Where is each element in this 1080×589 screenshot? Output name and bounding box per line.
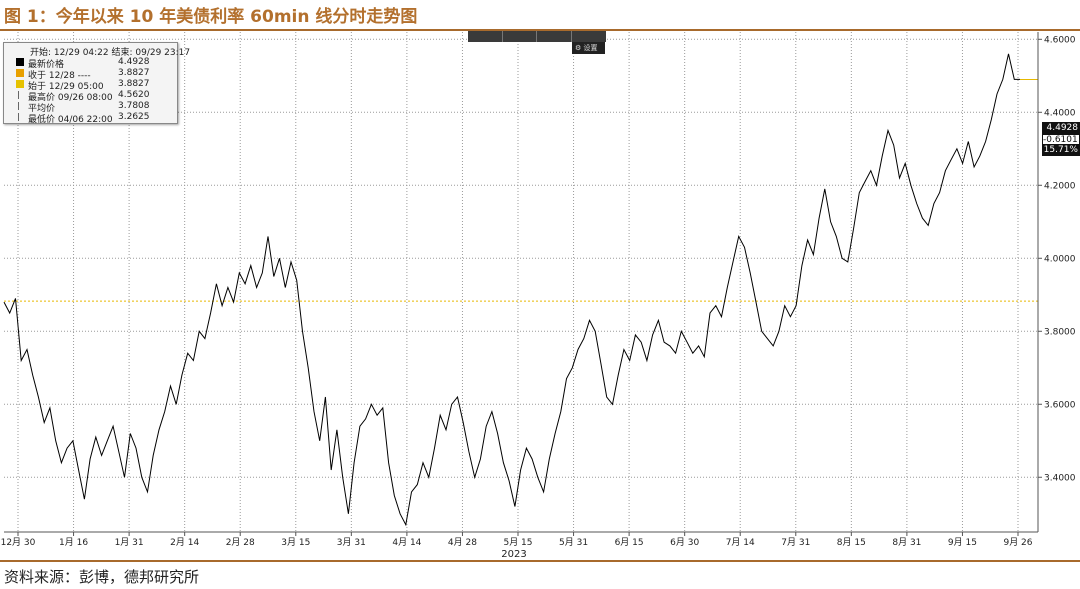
x-tick-label: 4月 28 (448, 537, 477, 548)
legend-label: 收于 12/28 ---- (28, 71, 91, 81)
toolbar-divider (536, 31, 537, 42)
legend-value: 3.7808 (118, 101, 150, 111)
y-tick-label: 3.6000 (1044, 400, 1076, 410)
x-axis: 12月 30 1月 16 1月 31 2月 14 2月 28 3月 15 3月 31 4月 1… (1, 532, 1033, 548)
legend-row: 平均价 3.7808 (6, 101, 176, 114)
x-tick-label: 9月 15 (948, 537, 977, 548)
y-tick-label: 3.8000 (1044, 327, 1076, 337)
legend-label: 始于 12/29 05:00 (28, 82, 104, 92)
legend-label: 最新价格 (28, 60, 65, 70)
x-tick-label: 3月 31 (337, 537, 366, 548)
legend-marker-icon (18, 91, 23, 99)
x-tick-label: 4月 14 (392, 537, 421, 548)
legend-label: 平均价 (28, 104, 56, 114)
legend-marker-icon (18, 102, 23, 110)
x-tick-label: 8月 15 (837, 537, 866, 548)
toolbar-divider (571, 31, 572, 42)
x-tick-label: 1月 31 (115, 537, 144, 548)
legend-row: 收于 12/28 ---- 3.8827 (6, 68, 176, 81)
legend-marker-icon (18, 113, 23, 121)
legend-value: 4.5620 (118, 90, 150, 100)
x-tick-label: 7月 14 (726, 537, 755, 548)
legend-row: 最低价 04/06 22:00 3.2625 (6, 112, 176, 125)
legend-swatch (16, 80, 24, 88)
x-tick-label: 12月 30 (1, 537, 36, 548)
legend-label: 最低价 04/06 22:00 (28, 115, 113, 125)
yield-chart: 3.4000 3.6000 3.8000 4.0000 4.2000 4.4000 4.60… (1, 32, 1076, 560)
figure-title: 图 1：今年以来 10 年美债利率 60min 线分时走势图 (4, 7, 418, 27)
last-price-tag: 4.4928 (1042, 122, 1080, 134)
y-axis: 3.4000 3.6000 3.8000 4.0000 4.2000 4.4000 4.60… (1038, 35, 1076, 483)
x-tick-label: 3月 15 (281, 537, 310, 548)
source-note: 资料来源：彭博，德邦研究所 (4, 568, 200, 586)
legend-row: 始于 12/29 05:00 3.8827 (6, 79, 176, 92)
title-rule (0, 29, 1080, 31)
x-tick-label: 5月 31 (559, 537, 588, 548)
y-tick-label: 4.2000 (1044, 181, 1076, 191)
x-tick-label: 8月 31 (892, 537, 921, 548)
legend-row: 最高价 09/26 08:00 4.5620 (6, 90, 176, 103)
legend-row: 最新价格 4.4928 (6, 57, 176, 70)
settings-button[interactable]: ⚙ 设置 (572, 42, 605, 54)
y-tick-label: 4.0000 (1044, 254, 1076, 264)
legend-value: 3.8827 (118, 68, 150, 78)
x-tick-label: 2月 14 (170, 537, 199, 548)
legend-value: 3.2625 (118, 112, 150, 122)
legend-header: 开始: 12/29 04:22 结束: 09/29 23:17 (30, 48, 191, 58)
chart-legend: 开始: 12/29 04:22 结束: 09/29 23:17 最新价格 4.49… (3, 42, 190, 125)
legend-swatch (16, 69, 24, 77)
x-tick-label: 2月 28 (226, 537, 255, 548)
legend-label: 最高价 09/26 08:00 (28, 93, 113, 103)
y-tick-label: 4.6000 (1044, 35, 1076, 45)
x-tick-label: 5月 15 (503, 537, 532, 548)
x-tick-label: 9月 26 (1003, 537, 1032, 548)
y-tick-label: 3.4000 (1044, 473, 1076, 483)
percent-tag: 15.71% (1042, 145, 1080, 156)
y-tick-label: 4.4000 (1044, 108, 1076, 118)
toolbar-divider (502, 31, 503, 42)
yield-series-line (3, 53, 1020, 527)
source-rule (0, 560, 1080, 562)
legend-value: 3.8827 (118, 79, 150, 89)
x-tick-label: 1月 16 (59, 537, 88, 548)
x-tick-label: 6月 15 (615, 537, 644, 548)
x-axis-label: 2023 (501, 549, 526, 560)
legend-swatch (16, 58, 24, 66)
x-tick-label: 7月 31 (781, 537, 810, 548)
settings-label: 设置 (583, 44, 598, 52)
legend-value: 4.4928 (118, 57, 150, 67)
change-tag: -0.6101 (1042, 134, 1080, 145)
x-tick-label: 6月 30 (670, 537, 699, 548)
chart-toolbar (468, 31, 606, 42)
